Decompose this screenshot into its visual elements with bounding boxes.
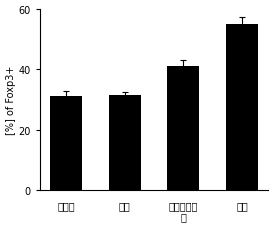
Bar xyxy=(109,95,141,190)
Bar xyxy=(226,25,258,190)
Bar xyxy=(50,97,82,190)
Y-axis label: [%] of Foxp3+: [%] of Foxp3+ xyxy=(5,65,16,134)
Bar xyxy=(167,67,199,190)
